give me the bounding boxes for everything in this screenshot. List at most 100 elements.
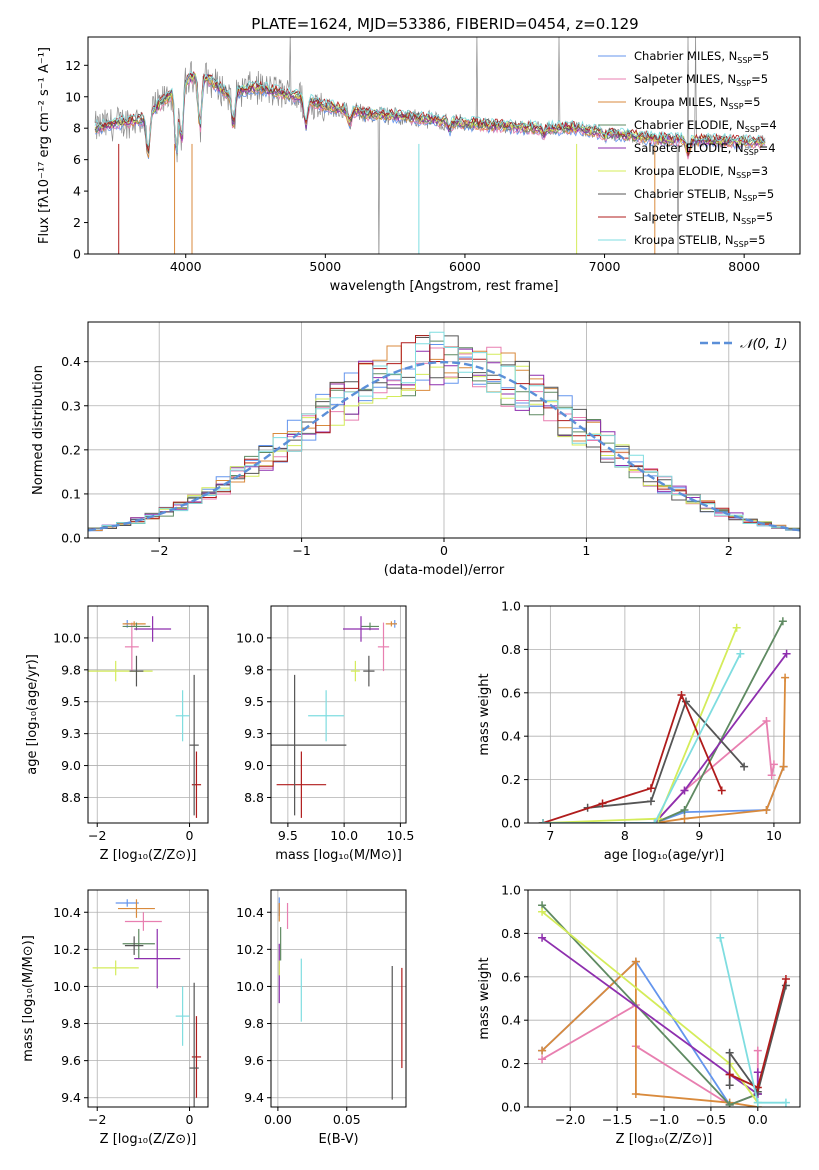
mass_vs_Z-xlabel: Z [log₁₀(Z/Z⊙)] xyxy=(100,1132,197,1147)
x-tick-label: −0.5 xyxy=(696,1112,726,1127)
weight-line xyxy=(542,653,742,823)
errorbar-point xyxy=(118,899,155,918)
x-tick-label: −2 xyxy=(150,543,168,558)
y-tick-label: 9.5 xyxy=(61,694,81,709)
y-tick-label: 4 xyxy=(73,184,81,199)
weight-marker xyxy=(740,762,749,771)
weight-line xyxy=(541,904,759,1106)
weight-marker xyxy=(725,1081,734,1090)
errorbar-point xyxy=(191,751,202,818)
y-tick-label: 9.8 xyxy=(244,662,264,677)
x-tick-label: 0 xyxy=(186,828,194,843)
weight-line xyxy=(542,653,788,823)
spectrum-frame xyxy=(87,36,801,255)
errorbar-point xyxy=(191,1016,202,1098)
weight_vs_age-xlabel: age [log₁₀(age/yr)] xyxy=(604,848,725,863)
mass_vs_EBV-frame xyxy=(270,889,407,1108)
weight_vs_Z-frame xyxy=(527,889,801,1108)
x-tick-label: 10 xyxy=(766,828,782,843)
y-tick-label: 9.4 xyxy=(61,1090,81,1105)
y-tick-label: 0.2 xyxy=(61,442,81,457)
legend-label: Kroupa MILES, NSSP=5 xyxy=(634,95,760,111)
mass_vs_Z-frame xyxy=(87,889,209,1108)
errorbar-point xyxy=(124,936,144,955)
residuals-axes: −2 −1 0 1 2 0.0 0.1 0.2 0.3 0.4 (data-model)/error… xyxy=(31,321,801,578)
age_vs_Z-xlabel: Z [log₁₀(Z/Z⊙)] xyxy=(100,848,197,863)
age_vs_mass-plot-area xyxy=(271,616,397,818)
age_vs_Z-axes: −2 0 8.8 9.0 9.3 9.5 9.8 10.0 Z [log₁₀(Z/Z⊙)] age… xyxy=(25,605,209,863)
legend-label: Salpeter ELODIE, NSSP=4 xyxy=(634,141,776,157)
legend-label: Salpeter STELIB, NSSP=5 xyxy=(634,210,773,226)
x-tick-label: −1.0 xyxy=(649,1112,679,1127)
weight-marker xyxy=(753,1068,762,1077)
y-tick-label: 12 xyxy=(65,58,81,73)
weight_vs_Z-xlabel: Z [log₁₀(Z/Z⊙)] xyxy=(616,1132,713,1147)
y-tick-label: 9.8 xyxy=(61,1016,81,1031)
age_vs_mass-xlabel: mass [log₁₀(M/M⊙)] xyxy=(275,848,402,863)
weight-marker xyxy=(732,623,741,632)
y-tick-label: 0.8 xyxy=(501,926,521,941)
legend-label: Chabrier MILES, NSSP=5 xyxy=(634,49,769,65)
errorbar-point xyxy=(308,690,345,742)
x-tick-label: 10.5 xyxy=(386,828,414,843)
y-tick-label: 0.6 xyxy=(501,685,521,700)
legend-label: Kroupa ELODIE, NSSP=3 xyxy=(634,164,768,180)
age_vs_mass-axes: 9.5 10.0 10.5 8.8 9.0 9.3 9.5 9.8 10.0 mass [log₁… xyxy=(236,605,414,863)
spectrum-ylabel: Flux [fλ10⁻¹⁷ erg cm⁻² s⁻¹ A⁻¹] xyxy=(37,47,52,244)
errorbar-point xyxy=(115,899,139,907)
errorbar-point xyxy=(377,622,390,672)
weight-marker xyxy=(538,819,547,823)
x-tick-label: −2 xyxy=(88,1112,106,1127)
legend-label: Chabrier STELIB, NSSP=5 xyxy=(634,187,774,203)
weight_vs_age-ylabel: mass weight xyxy=(477,673,492,755)
x-tick-label: −1 xyxy=(292,543,310,558)
weight-line xyxy=(542,677,786,823)
weight-marker xyxy=(725,1100,734,1107)
weight-marker xyxy=(538,1046,547,1055)
weight-marker xyxy=(598,799,607,808)
y-tick-label: 9.6 xyxy=(61,1053,81,1068)
errorbar-point xyxy=(350,660,360,682)
residuals-frame xyxy=(87,321,801,539)
errorbar-point xyxy=(276,751,327,818)
weight-marker xyxy=(646,797,655,806)
y-tick-label: 0.0 xyxy=(501,1100,521,1115)
errorbar-point xyxy=(385,621,397,627)
y-tick-label: 10.4 xyxy=(53,905,81,920)
weight-marker xyxy=(646,784,655,793)
y-tick-label: 0.2 xyxy=(501,772,521,787)
errorbar-point xyxy=(124,912,162,931)
errorbar-point xyxy=(129,655,144,687)
weight-marker xyxy=(725,1048,734,1057)
y-tick-label: 9.0 xyxy=(61,758,81,773)
y-tick-label: 10.0 xyxy=(236,979,264,994)
model-spectrum-line xyxy=(94,70,766,156)
weight-marker xyxy=(781,673,790,682)
y-tick-label: 10 xyxy=(65,89,81,104)
weight-marker xyxy=(725,1070,734,1079)
y-tick-label: 10.2 xyxy=(236,942,264,957)
weight-marker xyxy=(538,907,547,916)
x-tick-label: 0.0 xyxy=(748,1112,768,1127)
weight-marker xyxy=(680,786,689,795)
x-tick-label: 0 xyxy=(440,543,448,558)
weight-marker xyxy=(769,760,778,769)
errorbar-point xyxy=(134,616,172,642)
weight-marker xyxy=(753,1098,762,1107)
spectrum-plot-area xyxy=(94,37,766,254)
y-tick-label: 0.4 xyxy=(501,1013,521,1028)
errorbar-point xyxy=(92,960,139,976)
y-tick-label: 1.0 xyxy=(501,599,521,614)
weight-marker xyxy=(538,933,547,942)
weight_vs_age-plot-area xyxy=(538,617,791,823)
mass_vs_Z-plot-area xyxy=(92,899,202,1107)
errorbar-point xyxy=(189,982,199,1107)
x-tick-label: 8000 xyxy=(728,259,760,274)
y-tick-label: 1.0 xyxy=(501,883,521,898)
x-tick-label: −2.0 xyxy=(555,1112,585,1127)
x-tick-label: −1.5 xyxy=(602,1112,632,1127)
y-tick-label: 9.0 xyxy=(244,758,264,773)
weight-marker xyxy=(538,1055,547,1064)
y-tick-label: 10.2 xyxy=(53,942,81,957)
weight_vs_Z-plot-area xyxy=(538,901,790,1107)
